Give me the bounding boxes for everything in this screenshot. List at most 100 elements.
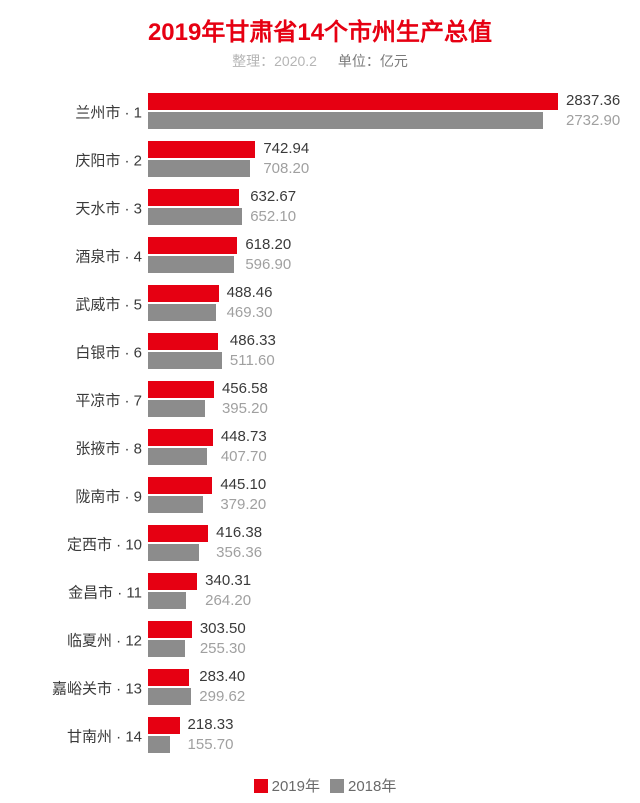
bar-2019 — [148, 237, 237, 254]
bar-2019 — [148, 93, 558, 110]
chart-row: 嘉峪关市 · 13 283.40299.62 — [30, 665, 610, 711]
bar-2018 — [148, 160, 250, 177]
value-2018: 511.60 — [230, 352, 275, 369]
bar-2019 — [148, 525, 208, 542]
bar-2018 — [148, 448, 207, 465]
category-label: 甘南州 · 14 — [30, 726, 142, 747]
chart-row: 酒泉市 · 4 618.20596.90 — [30, 233, 610, 279]
bar-2018 — [148, 592, 186, 609]
category-label: 白银市 · 6 — [30, 342, 142, 363]
value-2019: 448.73 — [221, 428, 267, 445]
bar-2019 — [148, 285, 219, 302]
legend-swatch — [330, 779, 344, 793]
chart-page: 2019年甘肃省14个市州生产总值 整理：2020.2 单位：亿元 兰州市 · … — [0, 0, 640, 803]
chart-row: 庆阳市 · 2 742.94708.20 — [30, 137, 610, 183]
category-label: 兰州市 · 1 — [30, 102, 142, 123]
value-2018: 379.20 — [220, 496, 266, 513]
bar-group: 456.58 395.20 — [148, 381, 610, 419]
value-2018: 652.10 — [250, 208, 296, 225]
legend-swatch — [254, 779, 268, 793]
value-2018: 395.20 — [222, 400, 268, 417]
gdp-bar-chart: 兰州市 · 1 2837.362732.90 庆阳市 · 2 742.94708.20… — [30, 89, 610, 759]
bar-2019 — [148, 429, 213, 446]
value-2018: 2732.90 — [566, 112, 620, 129]
value-2019: 488.46 — [227, 284, 273, 301]
value-2018: 469.30 — [227, 304, 273, 321]
value-2019: 2837.36 — [566, 92, 620, 109]
value-2019: 456.58 — [222, 380, 268, 397]
bar-group: 303.50 255.30 — [148, 621, 610, 659]
chart-row: 白银市 · 6 486.33 511.60 — [30, 329, 610, 375]
category-label: 平凉市 · 7 — [30, 390, 142, 411]
value-2019: 303.50 — [200, 620, 246, 637]
chart-row: 天水市 · 3 632.67 652.10 — [30, 185, 610, 231]
bar-2018 — [148, 544, 199, 561]
value-2019: 340.31 — [205, 572, 251, 589]
category-label: 武威市 · 5 — [30, 294, 142, 315]
bar-group: 486.33 511.60 — [148, 333, 610, 371]
subtitle-unit: 单位：亿元 — [338, 53, 408, 69]
bar-2019 — [148, 333, 218, 350]
bar-2018 — [148, 688, 191, 705]
bar-group: 742.94708.20 — [148, 141, 610, 179]
bar-group: 416.38 356.36 — [148, 525, 610, 563]
bar-2018 — [148, 208, 242, 225]
chart-legend: 2019年 2018年 — [0, 775, 640, 796]
category-label: 天水市 · 3 — [30, 198, 142, 219]
value-2018: 255.30 — [200, 640, 246, 657]
category-label: 庆阳市 · 2 — [30, 150, 142, 171]
subtitle-prefix: 整理： — [232, 53, 274, 69]
value-2019: 486.33 — [230, 332, 276, 349]
bar-2018 — [148, 304, 216, 321]
bar-2019 — [148, 669, 189, 686]
bar-group: 618.20596.90 — [148, 237, 610, 275]
bar-2019 — [148, 717, 180, 734]
chart-subtitle: 整理：2020.2 单位：亿元 — [0, 51, 640, 71]
bar-group: 448.73 407.70 — [148, 429, 610, 467]
bar-2019 — [148, 621, 192, 638]
value-2018: 708.20 — [263, 160, 309, 177]
value-2018: 299.62 — [199, 688, 245, 705]
chart-row: 定西市 · 10 416.38 356.36 — [30, 521, 610, 567]
legend-label: 2018年 — [348, 778, 396, 795]
value-2019: 632.67 — [250, 188, 296, 205]
category-label: 张掖市 · 8 — [30, 438, 142, 459]
bar-group: 632.67 652.10 — [148, 189, 610, 227]
bar-group: 488.46 469.30 — [148, 285, 610, 323]
bar-2018 — [148, 256, 234, 273]
value-2018: 264.20 — [205, 592, 251, 609]
category-label: 陇南市 · 9 — [30, 486, 142, 507]
bar-2019 — [148, 141, 255, 158]
chart-row: 陇南市 · 9 445.10 379.20 — [30, 473, 610, 519]
category-label: 嘉峪关市 · 13 — [30, 678, 142, 699]
chart-row: 武威市 · 5 488.46 469.30 — [30, 281, 610, 327]
value-2019: 445.10 — [220, 476, 266, 493]
bar-group: 340.31 264.20 — [148, 573, 610, 611]
category-label: 定西市 · 10 — [30, 534, 142, 555]
bar-2018 — [148, 736, 170, 753]
chart-row: 张掖市 · 8 448.73 407.70 — [30, 425, 610, 471]
bar-group: 283.40299.62 — [148, 669, 610, 707]
bar-2019 — [148, 381, 214, 398]
legend-label: 2019年 — [272, 778, 320, 795]
bar-2018 — [148, 400, 205, 417]
value-2018: 407.70 — [221, 448, 267, 465]
value-2019: 416.38 — [216, 524, 262, 541]
bar-group: 2837.362732.90 — [148, 93, 610, 131]
chart-row: 临夏州 · 12 303.50 255.30 — [30, 617, 610, 663]
subtitle-org: 2020.2 — [274, 53, 317, 69]
value-2019: 218.33 — [188, 716, 234, 733]
category-label: 酒泉市 · 4 — [30, 246, 142, 267]
bar-group: 445.10 379.20 — [148, 477, 610, 515]
bar-group: 218.33 155.70 — [148, 717, 610, 755]
bar-2018 — [148, 112, 543, 129]
chart-row: 甘南州 · 14 218.33 155.70 — [30, 713, 610, 759]
value-2018: 596.90 — [245, 256, 291, 273]
value-2018: 356.36 — [216, 544, 262, 561]
value-2018: 155.70 — [188, 736, 234, 753]
chart-row: 金昌市 · 11340.31264.20 — [30, 569, 610, 615]
bar-2019 — [148, 477, 212, 494]
bar-2019 — [148, 189, 239, 206]
category-label: 临夏州 · 12 — [30, 630, 142, 651]
bar-2018 — [148, 496, 203, 513]
